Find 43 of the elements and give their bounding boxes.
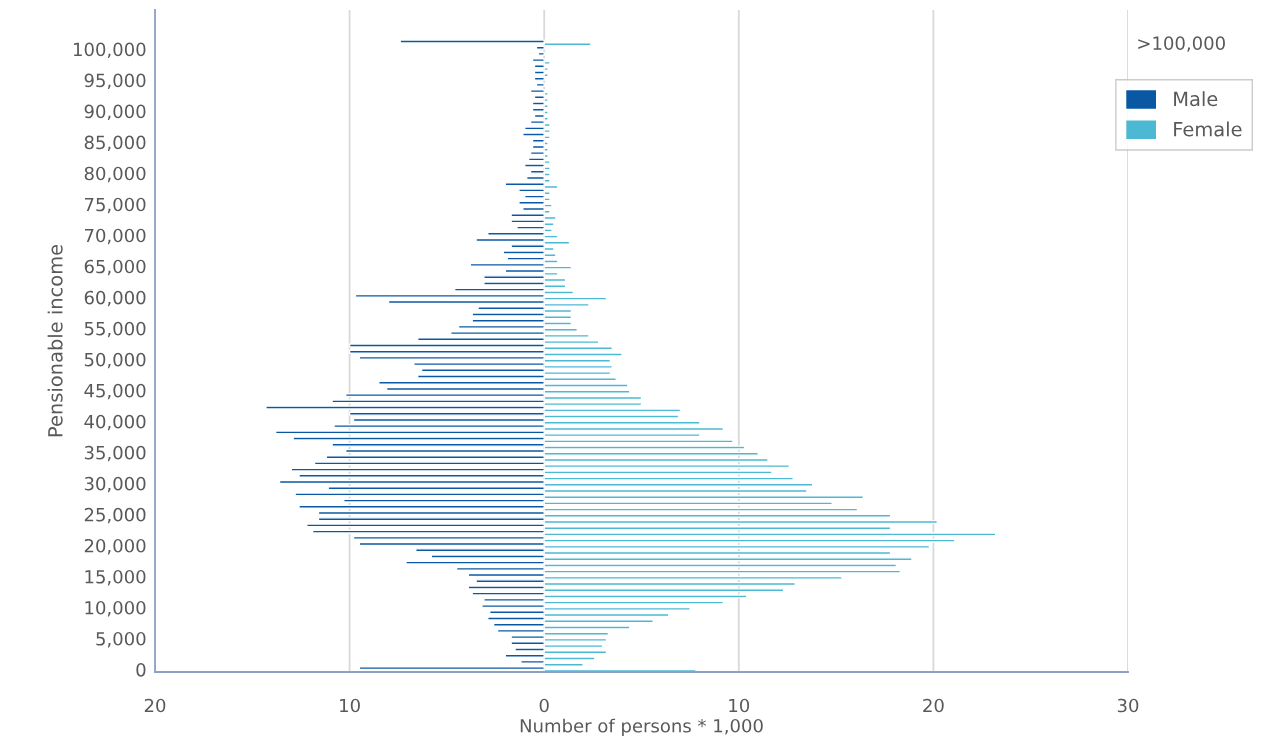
bar bbox=[535, 82, 545, 88]
y-tick-label: 80,000 bbox=[84, 166, 146, 183]
y-tick-label: 5,000 bbox=[96, 631, 146, 648]
bar bbox=[531, 107, 545, 112]
bar bbox=[533, 113, 545, 119]
y-tick-label: 10,000 bbox=[85, 600, 146, 617]
x-tick-label: 0 bbox=[539, 698, 549, 713]
y-tick-label: 45,000 bbox=[84, 383, 146, 400]
y-tick-label: 25,000 bbox=[84, 507, 146, 524]
bar bbox=[531, 144, 545, 150]
bar bbox=[533, 95, 545, 100]
y-tick-label: 35,000 bbox=[84, 445, 146, 462]
y-tick-label: 75,000 bbox=[84, 197, 146, 214]
y-tick-label: 50,000 bbox=[84, 352, 146, 369]
y-tick-label: 90,000 bbox=[84, 104, 146, 121]
x-axis-title: Number of persons * 1,000 bbox=[520, 718, 763, 737]
y-axis-title: Pensionable income bbox=[47, 244, 63, 437]
y-tick-label: 30,000 bbox=[84, 476, 146, 493]
x-tick-label: 20 bbox=[144, 698, 166, 713]
y-tick-label: 85,000 bbox=[84, 135, 146, 152]
y-tick-label: 40,000 bbox=[84, 414, 146, 431]
y-tick-label: 60,000 bbox=[84, 290, 146, 307]
y-tick-label: 20,000 bbox=[84, 538, 146, 555]
bar bbox=[531, 101, 545, 106]
bar bbox=[529, 151, 545, 156]
bar bbox=[533, 70, 545, 75]
y-tick-label: 55,000 bbox=[84, 321, 146, 338]
bar bbox=[533, 76, 545, 81]
legend-label: Female bbox=[1174, 121, 1242, 137]
x-tick-label: 10 bbox=[729, 698, 750, 713]
y-tick-label: 15,000 bbox=[85, 569, 146, 586]
bar bbox=[529, 89, 545, 94]
y-tick-label: 100,000 bbox=[73, 42, 146, 59]
y-tick-label: 65,000 bbox=[84, 259, 146, 276]
y-tick-label: 70,000 bbox=[84, 228, 146, 245]
bar bbox=[537, 51, 545, 56]
x-tick-label: 10 bbox=[340, 698, 360, 713]
y-tick-label: 0 bbox=[136, 662, 146, 677]
x-tick-label: 30 bbox=[1117, 698, 1139, 713]
x-tick-label: 20 bbox=[923, 698, 944, 713]
legend-label: Male bbox=[1174, 91, 1218, 107]
y-tick-label: >100,000 bbox=[1138, 36, 1225, 52]
y-tick-label: 95,000 bbox=[84, 73, 146, 90]
